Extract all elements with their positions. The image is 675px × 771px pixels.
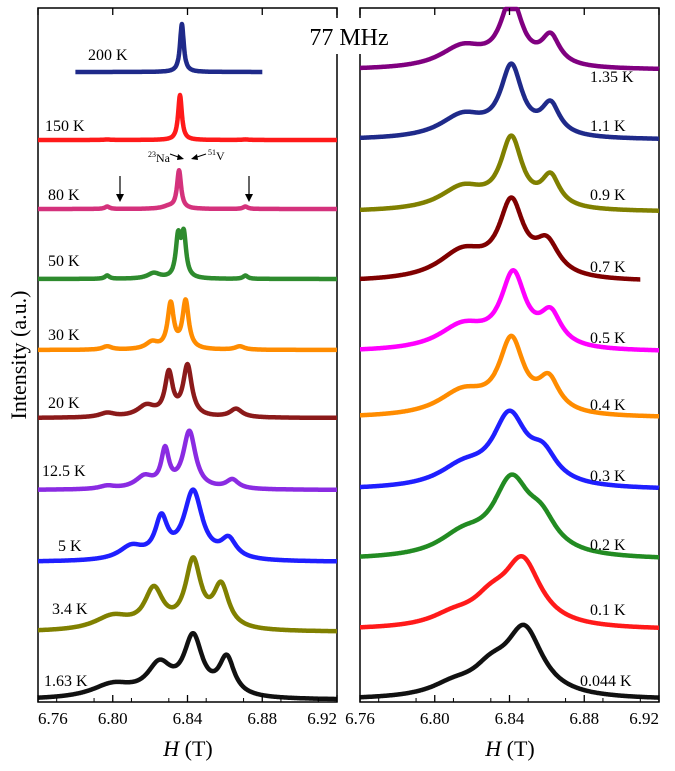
temp-label-left-3-4-K: 3.4 K (52, 601, 88, 618)
right-x-axis-unit: (T) (507, 736, 535, 761)
x-tick-label: 6.84 (173, 709, 203, 728)
temp-label-right-0-9-K: 0.9 K (590, 187, 626, 204)
left-panel-frame (37, 7, 338, 703)
temperature-labels: 200 K 150 K 80 K 50 K 30 K 20 K 12.5 K 5 K 3.4 K… (42, 47, 634, 690)
temp-label-left-30-K: 30 K (48, 327, 80, 344)
x-tick-label: 6.76 (345, 709, 375, 728)
right-x-axis-symbol: H (484, 736, 502, 761)
spectrum-right-0-4-K (358, 333, 661, 419)
temp-label-right-0-4-K: 0.4 K (590, 397, 626, 414)
left-plot-area (36, 21, 339, 702)
spectrum-left-150-K (36, 92, 339, 143)
spectrum-right-0-5-K (358, 268, 661, 353)
spectrum-left-5-K (36, 487, 339, 564)
temp-label-left-1-63-K: 1.63 K (44, 673, 88, 690)
nucleus-annotations: 23Na 51V (116, 148, 253, 202)
temp-label-left-200-K: 200 K (88, 47, 128, 64)
v-annotation: 51V (208, 148, 225, 163)
spectrum-left-30-K (36, 297, 339, 353)
right-x-axis-label: H (T) (484, 736, 534, 761)
temp-label-right-1-1-K: 1.1 K (590, 118, 626, 135)
spectrum-left-20-K (36, 361, 339, 421)
na-annotation-text: Na (156, 151, 171, 165)
x-tick-label: 6.80 (420, 709, 450, 728)
temp-label-left-20-K: 20 K (48, 395, 80, 412)
temp-label-right-0-044-K: 0.044 K (580, 673, 632, 690)
spectrum-left-50-K (36, 226, 339, 282)
spectrum-left-3-4-K (36, 555, 339, 634)
temp-label-right-0-5-K: 0.5 K (590, 330, 626, 347)
spectrum-left-80-K (36, 167, 339, 212)
right-plot-area (358, 6, 661, 700)
temp-label-right-1-35-K: 1.35 K (590, 69, 634, 86)
spectrum-right-0-044-K (358, 622, 661, 700)
x-tick-label: 6.84 (495, 709, 525, 728)
v-annotation-text: V (216, 149, 225, 163)
na-annotation-sup: 23 (148, 150, 156, 159)
y-axis-label: Intensity (a.u.) (6, 291, 31, 420)
temp-label-left-150-K: 150 K (45, 118, 85, 135)
x-tick-label: 6.92 (307, 709, 337, 728)
temp-label-right-0-3-K: 0.3 K (590, 468, 626, 485)
temp-label-right-0-1-K: 0.1 K (590, 602, 626, 619)
spectrum-left-1-63-K (36, 630, 339, 702)
spectrum-right-0-9-K (358, 133, 661, 213)
x-tick-label: 6.76 (38, 709, 68, 728)
temp-label-right-0-2-K: 0.2 K (590, 537, 626, 554)
x-tick-label: 6.88 (569, 709, 599, 728)
spectrum-right-0-3-K (358, 408, 661, 491)
left-x-axis: 6.76 6.80 6.84 6.88 6.92 (37, 8, 338, 728)
left-x-axis-symbol: H (162, 736, 180, 761)
v-arrowhead (191, 154, 198, 160)
spectrum-right-0-2-K (358, 472, 661, 560)
title-background (290, 18, 400, 54)
spectrum-right-0-7-K (358, 195, 643, 282)
temp-label-left-12-5-K: 12.5 K (42, 463, 86, 480)
left-x-axis-unit: (T) (185, 736, 213, 761)
na-annotation: 23Na (148, 150, 171, 165)
frequency-title: 77 MHz (309, 25, 388, 51)
temp-label-left-80-K: 80 K (48, 187, 80, 204)
right-satellite-arrowhead (245, 194, 253, 202)
right-x-axis: 6.76 6.80 6.84 6.88 6.92 (345, 8, 660, 728)
x-tick-label: 6.80 (98, 709, 128, 728)
v-annotation-sup: 51 (208, 148, 216, 157)
spectrum-left-200-K (73, 21, 265, 75)
temp-label-right-0-7-K: 0.7 K (590, 259, 626, 276)
temp-label-left-5-K: 5 K (58, 538, 82, 555)
left-x-axis-label: H (T) (162, 736, 212, 761)
temp-label-left-50-K: 50 K (48, 253, 80, 270)
na-arrowhead (177, 154, 184, 160)
spectrum-right-0-1-K (358, 554, 661, 630)
right-panel-frame (359, 7, 660, 703)
spectrum-right-1-35-K (358, 6, 661, 72)
spectrum-right-1-1-K (358, 61, 661, 141)
x-tick-label: 6.92 (629, 709, 659, 728)
x-tick-label: 6.88 (247, 709, 277, 728)
left-satellite-arrowhead (116, 194, 124, 202)
spectrum-left-12-5-K (36, 428, 339, 492)
